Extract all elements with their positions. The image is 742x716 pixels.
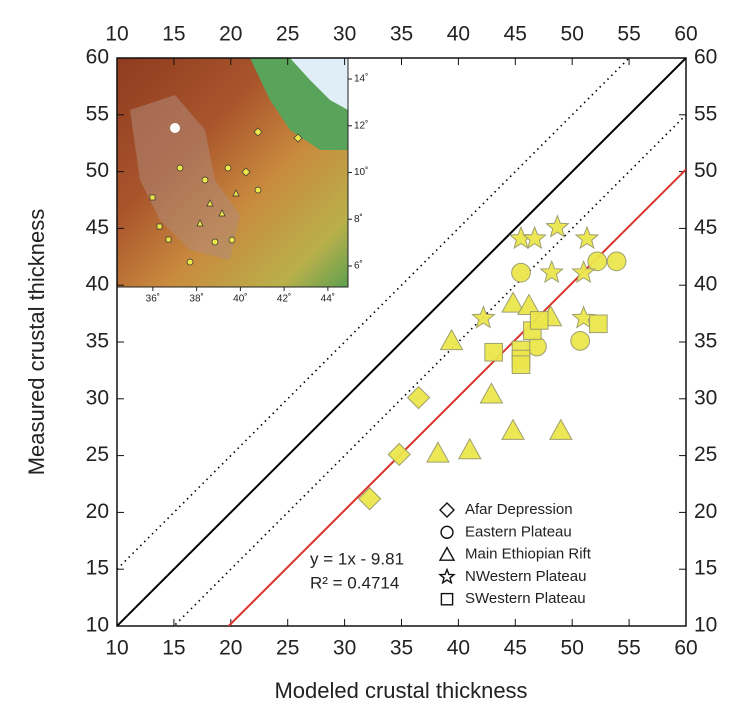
y-tick-label-right: 10 — [694, 614, 717, 637]
x-tick-label-top: 55 — [617, 23, 640, 46]
chart: Modeled crustal thickness Measured crust… — [0, 0, 742, 711]
y-tick-label: 15 — [86, 557, 109, 580]
point — [441, 330, 463, 350]
x-tick-label: 60 — [674, 637, 697, 660]
legend-label: Main Ethiopian Rift — [465, 546, 592, 563]
y-tick-label-right: 55 — [694, 102, 717, 125]
y-tick-label-right: 45 — [694, 216, 717, 239]
legend-marker — [440, 503, 454, 517]
map-y-tick-label: 14˚ — [354, 73, 368, 85]
legend-marker — [440, 548, 454, 561]
x-tick-label-top: 25 — [276, 23, 299, 46]
x-tick-label: 55 — [617, 637, 640, 660]
point — [607, 252, 626, 271]
map-y-tick-label: 8˚ — [354, 213, 363, 225]
point — [502, 420, 524, 440]
point — [459, 439, 481, 459]
y-tick-label-right: 50 — [694, 159, 717, 182]
x-tick-label: 40 — [447, 637, 470, 660]
y-axis-label: Measured crustal thickness — [24, 209, 49, 476]
point — [528, 337, 547, 356]
point — [485, 343, 503, 361]
map-x-tick-label: 44˚ — [321, 293, 335, 305]
y-tick-label: 10 — [86, 614, 109, 637]
x-tick-label-top: 15 — [162, 23, 185, 46]
y-tick-label: 50 — [86, 159, 109, 182]
point — [576, 227, 598, 248]
map-x-tick-label: 40˚ — [233, 293, 247, 305]
point — [590, 315, 608, 333]
x-tick-label: 15 — [162, 637, 185, 660]
x-tick-label: 35 — [390, 637, 413, 660]
inset-map — [117, 58, 348, 287]
point — [427, 442, 449, 462]
fit-r2: R² = 0.4714 — [310, 573, 399, 592]
y-tick-label: 25 — [86, 443, 109, 466]
y-tick-label-right: 60 — [694, 46, 717, 69]
point — [480, 383, 502, 403]
x-tick-label: 10 — [105, 637, 128, 660]
map-y-tick-label: 12˚ — [354, 119, 368, 131]
point — [512, 356, 530, 374]
legend-marker — [441, 526, 453, 538]
legend-label: SWestern Plateau — [465, 590, 586, 607]
map-y-tick-label: 6˚ — [354, 260, 363, 272]
x-tick-label-top: 30 — [333, 23, 356, 46]
x-tick-label-top: 60 — [674, 23, 697, 46]
y-tick-label: 40 — [86, 273, 109, 296]
x-tick-label: 20 — [219, 637, 242, 660]
x-tick-label: 50 — [561, 637, 584, 660]
y-tick-label-right: 25 — [694, 443, 717, 466]
x-tick-label: 45 — [504, 637, 527, 660]
x-tick-label: 30 — [333, 637, 356, 660]
point — [408, 387, 430, 409]
y-tick-label: 35 — [86, 330, 109, 353]
x-tick-label: 25 — [276, 637, 299, 660]
x-tick-label-top: 45 — [504, 23, 527, 46]
x-tick-label-top: 40 — [447, 23, 470, 46]
y-tick-label: 45 — [86, 216, 109, 239]
y-tick-label-right: 20 — [694, 500, 717, 523]
point — [359, 488, 381, 510]
legend-marker — [441, 594, 452, 605]
y-tick-label: 60 — [86, 46, 109, 69]
y-tick-label: 55 — [86, 102, 109, 125]
point — [550, 420, 572, 440]
x-tick-label-top: 35 — [390, 23, 413, 46]
point — [512, 263, 531, 282]
map-y-tick-label: 10˚ — [354, 166, 368, 178]
y-tick-label: 30 — [86, 386, 109, 409]
map-x-tick-label: 38˚ — [189, 293, 203, 305]
x-axis-label: Modeled crustal thickness — [274, 678, 527, 703]
point — [571, 332, 590, 351]
map-x-tick-label: 36˚ — [146, 293, 160, 305]
y-tick-label: 20 — [86, 500, 109, 523]
x-tick-label-top: 10 — [105, 23, 128, 46]
fit-equation: y = 1x - 9.81 — [310, 549, 404, 568]
x-tick-label-top: 50 — [561, 23, 584, 46]
legend-label: Afar Depression — [465, 501, 573, 518]
point — [546, 216, 568, 237]
y-tick-label-right: 30 — [694, 386, 717, 409]
legend-label: NWestern Plateau — [465, 568, 586, 585]
map-x-tick-label: 42˚ — [277, 293, 291, 305]
point — [541, 261, 563, 282]
point — [530, 312, 548, 330]
y-tick-label-right: 15 — [694, 557, 717, 580]
y-tick-label-right: 35 — [694, 330, 717, 353]
map-lake — [170, 123, 180, 133]
x-tick-label-top: 20 — [219, 23, 242, 46]
y-tick-label-right: 40 — [694, 273, 717, 296]
point — [588, 252, 607, 271]
legend-marker — [440, 570, 454, 583]
legend-label: Eastern Plateau — [465, 523, 572, 540]
